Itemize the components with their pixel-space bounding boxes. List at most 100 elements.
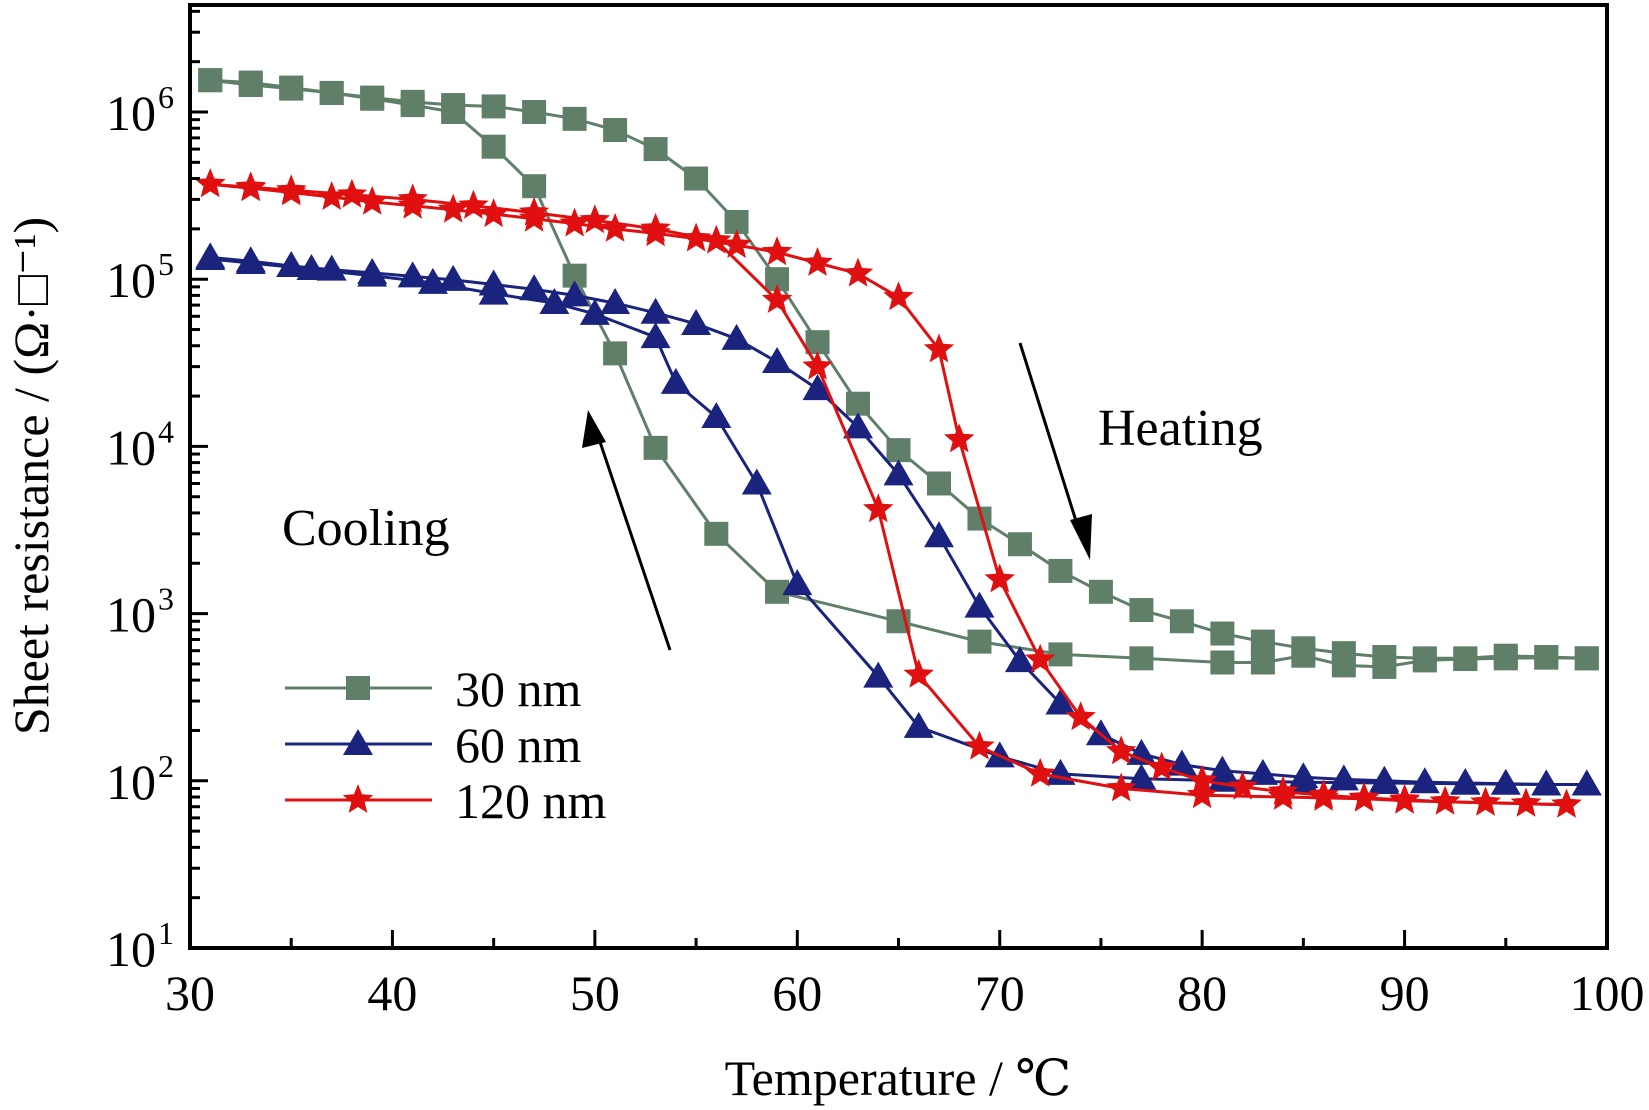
y-tick-exponent: 5	[158, 246, 174, 282]
data-point-cooling	[704, 521, 729, 546]
data-point-cooling	[1348, 782, 1380, 812]
data-point-heating	[438, 264, 469, 291]
data-point-heating	[1065, 701, 1096, 731]
data-point-heating	[1004, 646, 1035, 673]
data-point-heating	[762, 346, 793, 373]
data-point-cooling	[279, 75, 304, 100]
data-point-heating	[964, 591, 995, 618]
data-point-heating	[559, 207, 590, 237]
data-point-cooling	[539, 288, 570, 315]
data-point-heating	[397, 261, 428, 288]
data-point-cooling	[400, 93, 425, 118]
data-point-cooling	[1429, 785, 1461, 815]
data-point-cooling	[518, 196, 550, 226]
data-point-heating	[1247, 758, 1278, 785]
series-60-nm	[195, 242, 1602, 796]
data-point-cooling	[660, 367, 691, 394]
legend-item: 30 nm	[285, 661, 582, 717]
data-point-heating	[802, 374, 833, 401]
legend-item: 120 nm	[285, 773, 607, 829]
data-point-cooling	[198, 68, 223, 93]
data-point-cooling	[761, 284, 793, 313]
data-point-heating	[1007, 532, 1032, 557]
data-point-heating	[437, 193, 469, 223]
plot-content	[195, 68, 1602, 818]
y-tick-label: 10	[106, 921, 156, 977]
data-point-cooling	[1510, 787, 1542, 817]
data-point-heating	[684, 166, 709, 191]
data-point-cooling	[1186, 779, 1218, 809]
data-point-cooling	[1106, 772, 1137, 802]
y-tick-exponent: 3	[158, 581, 174, 617]
data-point-cooling	[1308, 781, 1339, 811]
y-axis-label: Sheet resistance / (Ω·□⁻¹)	[3, 217, 59, 735]
y-tick-label: 10	[106, 587, 156, 643]
data-point-heating	[276, 250, 307, 277]
data-point-cooling	[579, 298, 610, 325]
cooling-arrow-icon	[594, 429, 672, 651]
x-tick-label: 80	[1177, 965, 1227, 1021]
legend-item: 60 nm	[285, 717, 582, 773]
data-point-cooling	[360, 86, 385, 111]
data-point-cooling	[579, 204, 611, 234]
x-tick-label: 50	[570, 965, 620, 1021]
data-point-cooling	[1574, 646, 1599, 671]
data-point-cooling	[1048, 642, 1073, 667]
data-point-heating	[1166, 749, 1197, 776]
data-point-cooling	[1129, 646, 1154, 671]
data-point-cooling	[964, 730, 995, 760]
cooling-label: Cooling	[282, 500, 450, 557]
data-point-heating	[1126, 738, 1157, 765]
data-point-heating	[599, 212, 631, 242]
data-point-heating	[643, 137, 668, 162]
data-point-heating	[1045, 688, 1076, 715]
data-point-cooling	[522, 174, 547, 199]
data-point-cooling	[336, 178, 368, 208]
data-point-heating	[923, 521, 954, 548]
data-point-heating	[944, 423, 975, 453]
data-point-heating	[1025, 643, 1056, 673]
cooling-arrow-head-icon	[582, 410, 606, 448]
data-point-cooling	[1331, 653, 1356, 678]
data-point-cooling	[1267, 781, 1299, 810]
heating-arrow-icon	[1018, 342, 1084, 541]
data-point-cooling	[903, 658, 934, 688]
data-point-heating	[559, 280, 590, 307]
data-point-cooling	[603, 341, 628, 366]
data-point-cooling	[701, 224, 732, 254]
data-point-heating	[721, 323, 752, 350]
series-120-nm	[195, 168, 1582, 818]
data-point-cooling	[1372, 654, 1397, 679]
data-point-heating	[1169, 609, 1194, 634]
data-point-cooling	[441, 100, 466, 124]
data-point-heating	[1328, 764, 1359, 791]
data-point-heating	[522, 100, 547, 124]
legend-marker	[342, 784, 374, 813]
data-point-cooling	[1470, 786, 1501, 816]
data-point-cooling	[478, 278, 509, 305]
data-point-cooling	[397, 183, 428, 213]
data-point-heating	[1048, 558, 1073, 583]
data-point-cooling	[1291, 643, 1316, 668]
data-point-cooling	[458, 189, 489, 219]
data-point-cooling	[1412, 648, 1437, 673]
legend-marker	[346, 676, 370, 700]
data-point-heating	[883, 459, 914, 486]
data-point-cooling	[802, 350, 833, 380]
data-point-cooling	[701, 401, 732, 428]
data-point-heating	[761, 236, 793, 266]
data-point-cooling	[1250, 650, 1275, 675]
data-point-heating	[316, 181, 347, 210]
data-point-cooling	[1453, 647, 1478, 672]
legend-label: 30 nm	[455, 661, 582, 717]
x-tick-label: 90	[1380, 965, 1430, 1021]
x-tick-label: 40	[367, 965, 417, 1021]
data-point-cooling	[1571, 769, 1602, 796]
legend-marker	[343, 729, 373, 755]
y-tick-exponent: 6	[158, 79, 174, 115]
data-point-heating	[640, 297, 671, 324]
data-point-cooling	[1450, 768, 1481, 795]
data-point-cooling	[235, 247, 266, 274]
data-point-heating	[926, 471, 951, 496]
